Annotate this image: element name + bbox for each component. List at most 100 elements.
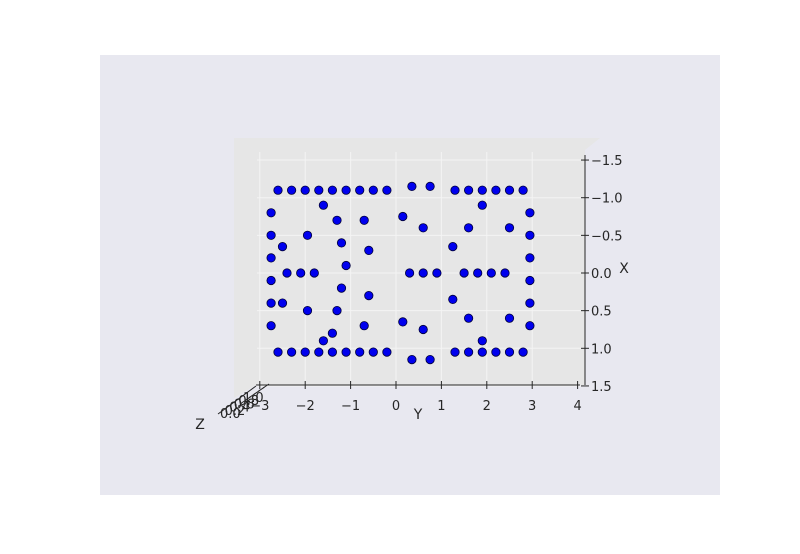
data-point <box>463 347 474 357</box>
data-point <box>407 181 417 191</box>
x-tick-label: −1.5 <box>591 154 623 169</box>
data-point <box>404 268 415 278</box>
z-axis-line <box>217 385 257 415</box>
data-point <box>266 230 276 240</box>
data-point <box>525 253 535 263</box>
y-tick-label: 3 <box>528 399 536 414</box>
data-point <box>314 347 324 357</box>
data-point <box>341 185 351 195</box>
data-point <box>355 185 365 195</box>
data-point <box>336 283 347 293</box>
data-point <box>418 268 428 278</box>
data-point <box>463 185 474 195</box>
data-point <box>398 317 408 327</box>
data-point <box>286 185 297 195</box>
data-point <box>277 242 288 252</box>
y-tick-label: 2 <box>483 399 491 414</box>
data-point <box>504 223 515 233</box>
side-pane <box>234 138 256 398</box>
data-point <box>504 313 515 323</box>
data-point <box>300 185 310 195</box>
data-point <box>432 268 442 278</box>
z-tick-label: 0.6 <box>234 397 255 412</box>
data-point <box>277 298 288 308</box>
data-point <box>425 354 435 365</box>
data-point <box>463 223 474 233</box>
z-tick-label: 0.0 <box>220 407 241 422</box>
data-point <box>500 268 510 278</box>
data-point <box>407 354 417 365</box>
x-tick-label: 0.0 <box>591 267 612 282</box>
data-point <box>368 185 378 195</box>
data-point <box>341 347 351 357</box>
z-axis-label: Z <box>195 417 205 433</box>
data-point <box>318 336 328 346</box>
data-point <box>302 305 313 316</box>
data-point <box>486 268 496 278</box>
data-point <box>355 347 365 357</box>
data-point <box>491 347 501 357</box>
data-point <box>491 185 501 195</box>
x-axis-label: X <box>619 261 629 277</box>
data-point <box>327 328 337 338</box>
data-point <box>448 294 458 304</box>
data-point <box>459 268 469 278</box>
data-point <box>318 200 328 210</box>
data-point <box>336 238 347 248</box>
z-tick-label: 1.0 <box>243 391 264 406</box>
y-tick-label: −1 <box>341 399 360 414</box>
y-axis-ticks: −3 −2 −1 0 1 2 3 4 <box>250 381 582 414</box>
data-point <box>525 321 535 331</box>
data-point <box>359 321 369 331</box>
data-point <box>368 347 378 357</box>
data-point <box>477 200 487 210</box>
x-tick-label: −1.0 <box>591 192 623 207</box>
main-pane <box>256 150 585 385</box>
y-tick-label: 1 <box>437 399 445 414</box>
data-point <box>525 298 535 308</box>
data-point <box>477 336 487 346</box>
data-point <box>525 208 535 218</box>
data-point <box>518 185 528 195</box>
data-point <box>448 242 458 252</box>
data-point <box>302 230 313 240</box>
data-point <box>296 268 306 278</box>
data-point <box>477 347 487 357</box>
data-point <box>525 230 535 240</box>
x-tick-label: 0.5 <box>591 305 612 320</box>
y-tick-label: −3 <box>250 399 269 414</box>
data-point <box>418 223 428 233</box>
data-point <box>266 253 276 263</box>
y-tick-label: 0 <box>392 399 400 414</box>
z-axis-ticks: 0.00.20.40.60.81.0 <box>220 383 270 422</box>
data-point <box>266 275 276 286</box>
data-point <box>425 181 435 191</box>
x-tick-label: 1.5 <box>591 380 612 395</box>
data-point <box>382 347 392 357</box>
data-point <box>286 347 297 357</box>
data-point <box>341 260 351 271</box>
back-pane <box>234 138 600 150</box>
y-tick-label: −2 <box>296 399 315 414</box>
x-axis-ticks: −1.5 −1.0 −0.5 0.0 0.5 1.0 1.5 <box>581 154 623 395</box>
data-point <box>418 324 428 335</box>
data-point <box>300 347 310 357</box>
data-point <box>525 275 535 286</box>
data-point <box>473 268 483 278</box>
scatter-points <box>266 181 535 365</box>
data-point <box>364 290 374 301</box>
data-point <box>282 268 292 278</box>
data-point <box>314 185 324 195</box>
data-point <box>518 347 528 357</box>
x-tick-label: 1.0 <box>591 342 612 357</box>
data-point <box>273 347 283 357</box>
y-tick-label: 4 <box>573 399 581 414</box>
z-tick-label: 0.8 <box>238 394 259 409</box>
data-point <box>450 185 460 195</box>
data-point <box>266 208 276 218</box>
data-point <box>359 215 369 225</box>
data-point <box>504 347 515 357</box>
y-axis-label: Y <box>413 407 423 423</box>
